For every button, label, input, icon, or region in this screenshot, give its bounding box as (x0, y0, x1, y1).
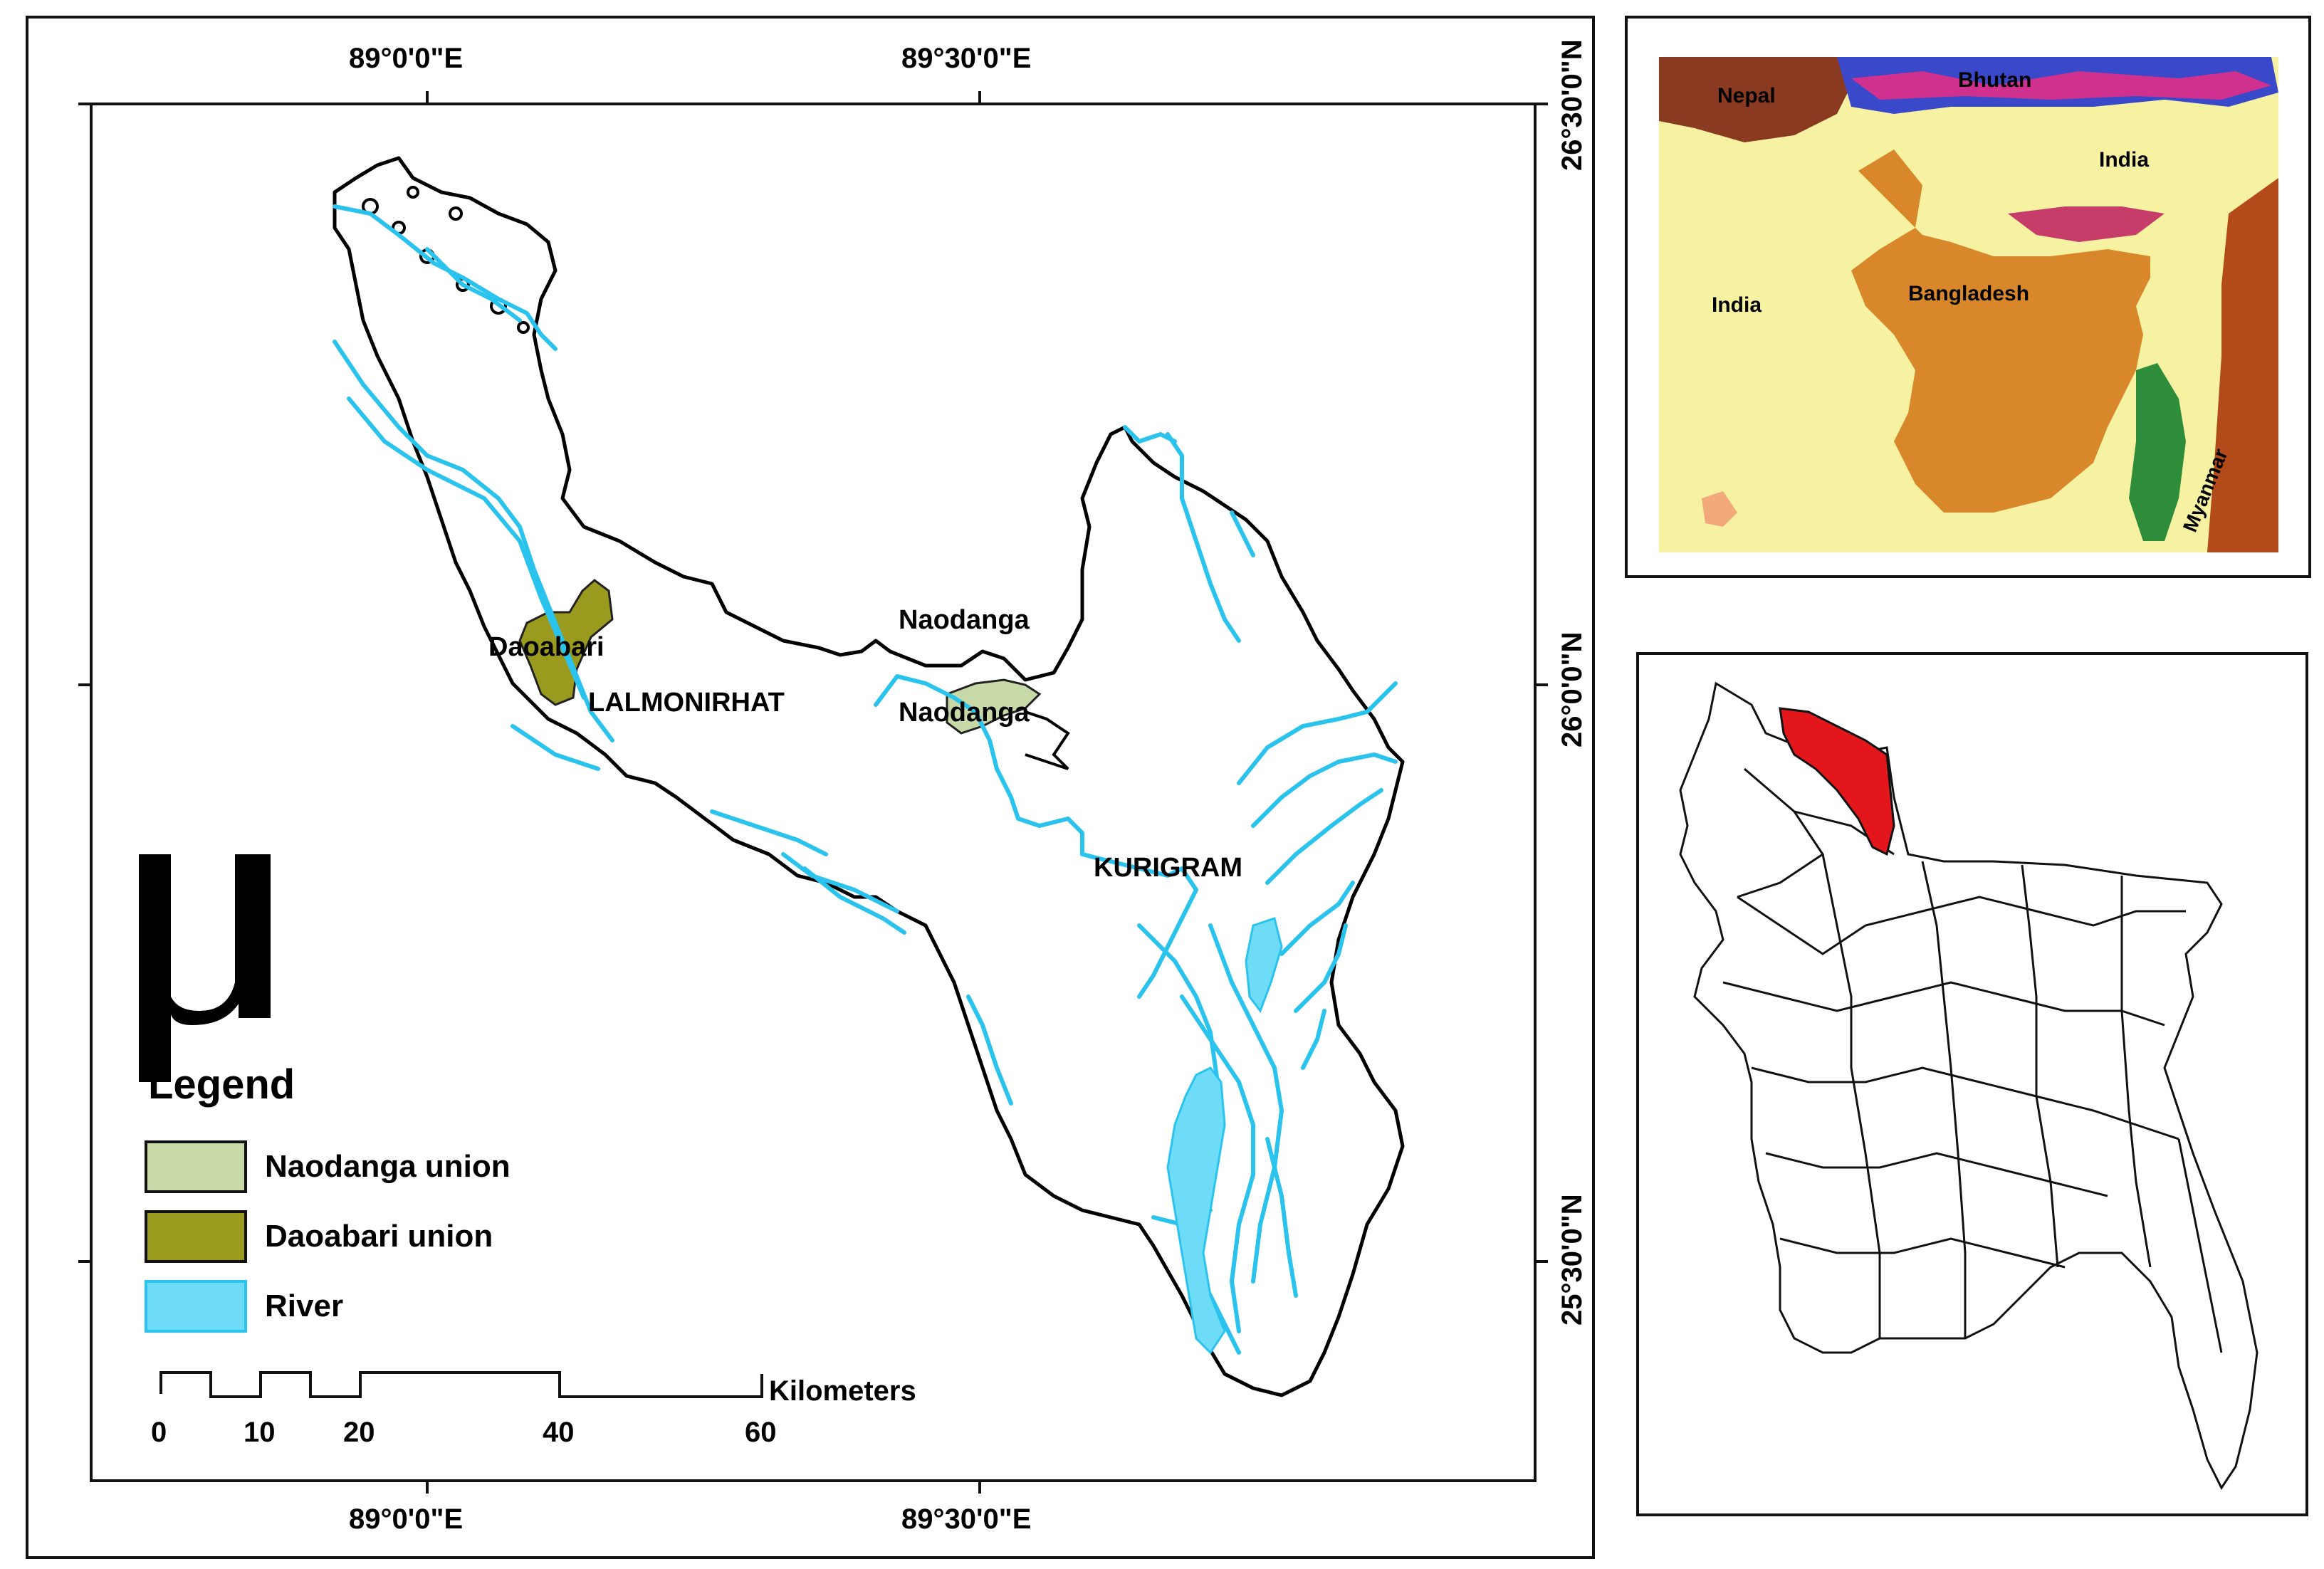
right-tick-label-3: 25°30'0"N (1556, 1194, 1588, 1326)
inset-label-india-w: India (1712, 293, 1762, 317)
legend-swatch-river (145, 1280, 247, 1333)
bangladesh-outline (1679, 681, 2258, 1490)
scale-tick-20: 20 (343, 1417, 375, 1448)
label-daoabari: Daoabari (488, 632, 604, 662)
legend-swatch-daoabari (145, 1210, 247, 1263)
district-boundary (333, 156, 1405, 1397)
right-tick-label-1: 26°30'0"N (1556, 39, 1588, 171)
legend-swatch-naodanga (145, 1140, 247, 1193)
scale-tick-10: 10 (244, 1417, 276, 1448)
top-tick-label-1: 89°0'0"E (349, 43, 464, 74)
graticule-ticks (78, 91, 1548, 1494)
river-area-2 (1245, 917, 1283, 1014)
bottom-tick-label-2: 89°30'0"E (901, 1504, 1032, 1535)
main-map-neatline (90, 103, 1537, 1482)
nepal-terrain (1659, 57, 1851, 142)
right-tick-label-2: 26°0'0"N (1556, 631, 1588, 747)
east-hills (2207, 178, 2278, 552)
district-lines (1722, 767, 2223, 1353)
naodanga-tail (1025, 710, 1070, 770)
scale-tick-0: 0 (151, 1417, 167, 1448)
label-lalmonirhat: LALMONIRHAT (588, 688, 785, 718)
inset-label-bhutan: Bhutan (1958, 68, 2032, 92)
inset-label-bangladesh: Bangladesh (1908, 282, 2030, 305)
bottom-tick-label-1: 89°0'0"E (349, 1504, 464, 1535)
top-tick-label-2: 89°30'0"E (901, 43, 1032, 74)
india-west-blob (1702, 491, 1737, 527)
himalaya-magenta (1851, 71, 2271, 100)
legend-item-daoabari: Daoabari union (265, 1219, 493, 1254)
label-naodanga-mid: Naodanga (899, 698, 1030, 728)
legend-title: Legend (148, 1061, 295, 1108)
naodanga-union-area (946, 678, 1042, 735)
scale-bar (159, 1371, 763, 1398)
inset-label-nepal: Nepal (1717, 84, 1776, 107)
legend-item-naodanga: Naodanga union (265, 1149, 511, 1184)
label-kurigram: KURIGRAM (1094, 853, 1242, 883)
legend-item-river: River (265, 1289, 344, 1323)
assam-hills (2008, 206, 2165, 242)
daoabari-union-area (518, 579, 614, 706)
scale-unit: Kilometers (769, 1375, 916, 1407)
scale-tick-60: 60 (745, 1417, 777, 1448)
label-naodanga-top: Naodanga (899, 605, 1030, 635)
north-arrow-icon (139, 854, 271, 1082)
myanmar-green (2129, 363, 2186, 541)
lalmonirhat-kurigram-highlight (1779, 707, 1895, 856)
inset-label-india-ne: India (2099, 148, 2150, 172)
scale-tick-40: 40 (543, 1417, 575, 1448)
bangladesh-shape (1851, 149, 2150, 513)
river-area (1166, 1066, 1226, 1355)
